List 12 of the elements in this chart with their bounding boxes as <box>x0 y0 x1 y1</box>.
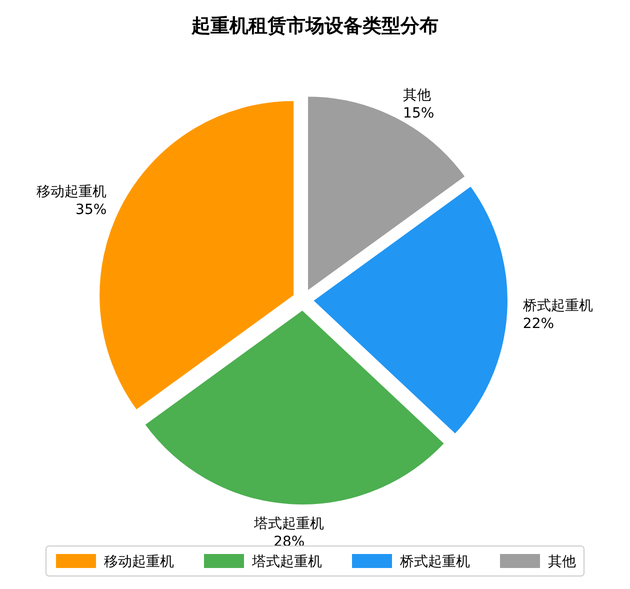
legend-label: 桥式起重机 <box>399 554 470 570</box>
slice-label: 塔式起重机 <box>253 516 324 532</box>
chart-title: 起重机租赁市场设备类型分布 <box>190 15 438 37</box>
legend-label: 移动起重机 <box>104 554 174 570</box>
slice-label: 移动起重机 <box>36 184 107 200</box>
slice-label: 其他 <box>403 88 432 104</box>
data-label: 15% <box>403 106 434 122</box>
slice-label: 桥式起重机 <box>522 298 593 314</box>
legend-label: 其他 <box>548 554 576 570</box>
legend-label: 塔式起重机 <box>251 554 322 570</box>
data-label: 35% <box>76 202 107 218</box>
data-label: 22% <box>522 316 554 332</box>
